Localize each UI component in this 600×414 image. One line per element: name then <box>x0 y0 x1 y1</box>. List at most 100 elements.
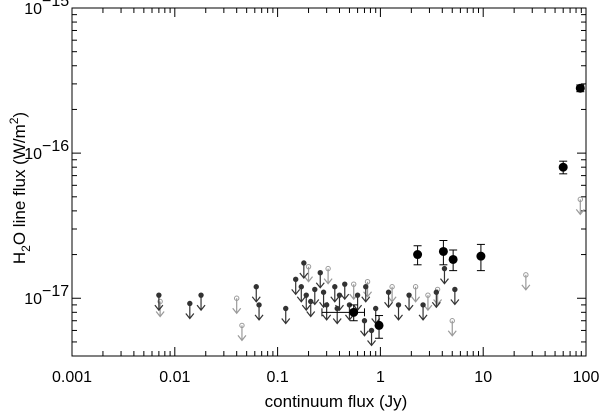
y-tick-label: 10 <box>24 146 42 163</box>
limit-arrowhead <box>296 296 306 303</box>
limit-arrowhead <box>154 304 164 312</box>
upper-limit-dark <box>361 284 371 303</box>
y-axis-label-mid: O line flux (W/m <box>10 124 29 245</box>
detection-marker <box>374 320 384 330</box>
upper-limit-dark <box>431 289 441 309</box>
limit-arrowhead <box>440 278 449 285</box>
upper-limit-dark <box>404 292 414 312</box>
plot-frame <box>71 7 587 357</box>
limit-arrowhead <box>521 284 531 291</box>
limit-arrowhead <box>384 301 394 309</box>
y-tick-label: 10 <box>24 291 42 308</box>
upper-limit-gray <box>521 272 531 291</box>
upper-limit-gray <box>232 295 242 315</box>
detection-point <box>321 304 365 322</box>
limit-arrowhead <box>185 313 195 320</box>
detection-point <box>374 315 384 339</box>
upper-limit-dark <box>353 292 363 312</box>
limit-arrowhead <box>322 314 332 321</box>
limit-arrowhead <box>340 293 350 301</box>
limit-arrowhead <box>323 278 333 285</box>
upper-limit-dark <box>254 302 264 321</box>
upper-limit-dark <box>330 284 340 303</box>
limit-arrowhead <box>301 304 311 312</box>
detection-marker <box>448 254 458 264</box>
upper-limit-gray <box>411 284 421 303</box>
limit-arrowhead <box>404 304 414 312</box>
limit-arrowhead <box>360 330 369 337</box>
limit-arrowhead <box>423 304 433 312</box>
upper-limit-dark <box>450 286 460 306</box>
upper-limit-dark <box>367 327 377 347</box>
limit-arrowhead <box>418 314 428 321</box>
y-axis-label-sup: 2 <box>7 117 21 124</box>
upper-limit-dark <box>332 305 342 325</box>
upper-limit-dark <box>384 289 394 309</box>
detection-point <box>575 83 585 93</box>
upper-limit-dark <box>306 298 316 318</box>
detection-marker <box>349 307 359 317</box>
y-axis-label-sub: 2 <box>19 245 33 252</box>
x-tick-label: 1 <box>376 369 385 386</box>
upper-limit-dark <box>371 305 381 325</box>
detection-marker <box>558 162 568 172</box>
y-tick-exponent: −17 <box>42 283 69 300</box>
upper-limit-dark <box>291 276 301 296</box>
detection-marker <box>438 246 448 256</box>
y-axis-label: H2O line flux (W/m2) <box>7 112 33 264</box>
x-tick-label: 0.01 <box>159 369 190 386</box>
upper-limit-gray <box>363 279 373 298</box>
upper-limit-dark <box>310 286 320 306</box>
upper-limit-dark <box>281 305 291 325</box>
upper-limit-gray <box>575 196 585 216</box>
limit-arrowhead <box>281 318 291 325</box>
upper-limit-dark <box>185 300 195 320</box>
upper-limit-gray <box>433 286 443 306</box>
limit-arrowhead <box>330 296 340 303</box>
upper-limit-dark <box>301 292 311 312</box>
detection-point <box>476 243 486 272</box>
limit-arrowhead <box>363 291 373 298</box>
limit-arrowhead <box>411 296 421 303</box>
upper-limit-dark <box>299 260 309 279</box>
upper-limit-dark <box>340 281 350 301</box>
detection-marker <box>413 250 423 260</box>
upper-limit-gray <box>323 265 333 285</box>
upper-limit-dark <box>360 318 369 337</box>
y-tick-exponent: −16 <box>42 138 69 155</box>
limit-arrowhead <box>291 288 301 296</box>
limit-arrowhead <box>304 276 314 283</box>
limit-arrowhead <box>251 296 261 303</box>
detection-point <box>438 239 448 266</box>
limit-arrowhead <box>447 330 457 337</box>
limit-arrowhead <box>299 272 309 279</box>
limit-arrowhead <box>310 299 320 306</box>
x-tick-label: 0.001 <box>52 369 92 386</box>
axes-frame <box>71 7 587 357</box>
x-axis-label: continuum flux (Jy) <box>265 392 408 411</box>
upper-limit-gray <box>237 322 247 342</box>
x-tick-label: 10 <box>474 369 492 386</box>
detection-point <box>413 245 423 266</box>
y-tick-exponent: −15 <box>42 0 69 10</box>
limit-arrowhead <box>155 311 165 318</box>
upper-limit-gray <box>304 263 314 283</box>
limit-arrowhead <box>387 296 397 303</box>
upper-limit-dark <box>418 302 428 321</box>
upper-limit-dark <box>154 292 164 312</box>
upper-limit-dark <box>296 284 306 303</box>
upper-limit-gray <box>447 318 457 337</box>
limit-arrowhead <box>431 301 441 309</box>
limit-arrowhead <box>575 209 585 216</box>
detection-marker <box>476 251 486 261</box>
limit-arrowhead <box>344 314 354 321</box>
upper-limit-gray <box>423 292 433 312</box>
upper-limit-dark <box>251 284 261 303</box>
limit-arrowhead <box>361 296 371 303</box>
y-axis-label-post: ) <box>10 112 29 118</box>
upper-limit-dark <box>196 292 206 312</box>
upper-limit-gray <box>387 284 397 303</box>
y-axis-label-pre: H <box>10 252 29 264</box>
